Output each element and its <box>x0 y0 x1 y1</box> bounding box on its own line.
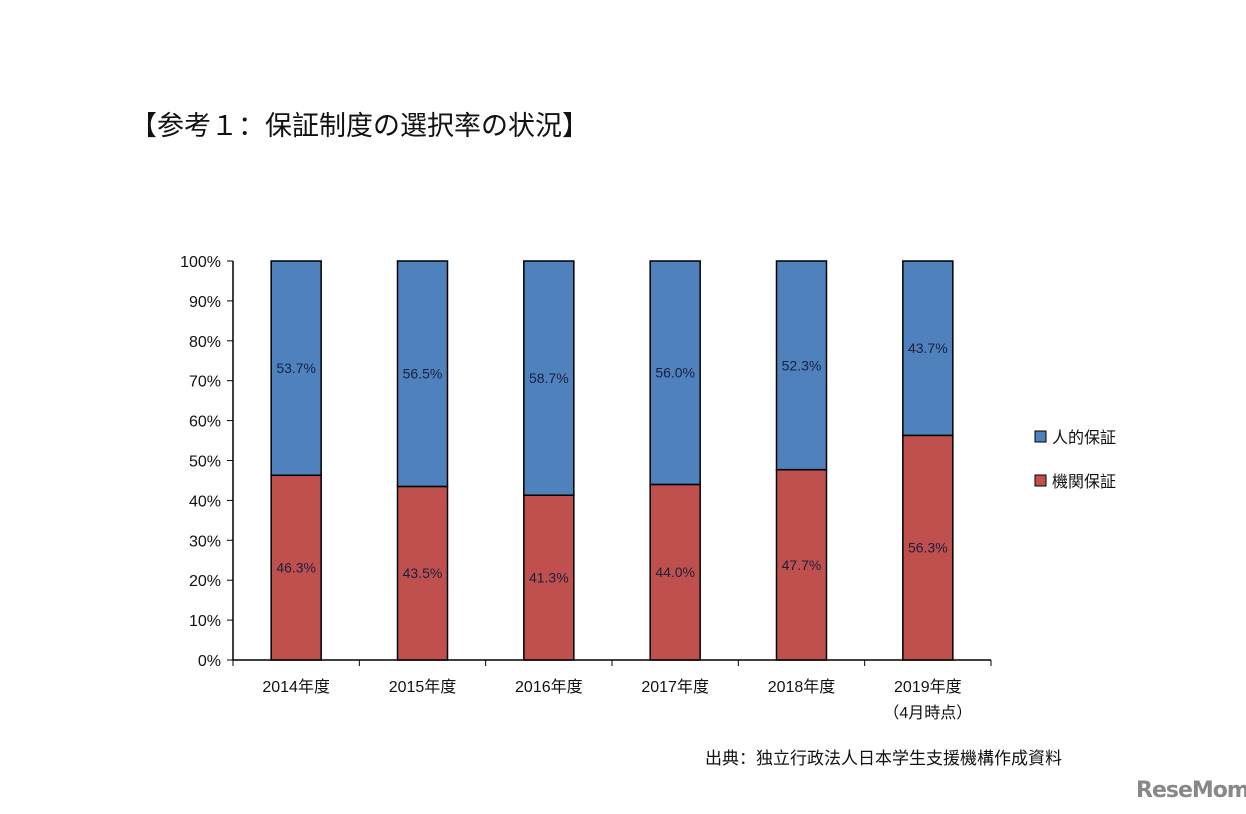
bar-segment <box>523 260 575 496</box>
bar-segment <box>270 260 322 477</box>
data-label: 44.0% <box>655 564 695 580</box>
data-label: 58.7% <box>529 370 569 386</box>
bar-segment <box>396 260 449 488</box>
bar-segment <box>270 474 322 661</box>
data-label: 46.3% <box>276 560 316 576</box>
x-tick-label: 2016年度 <box>515 678 583 696</box>
y-tick-label: 50% <box>189 454 221 471</box>
legend-label: 人的保証 <box>1052 429 1116 447</box>
data-label: 56.0% <box>655 365 695 381</box>
source-note: 出典：独立行政法人日本学生支援機構作成資料 <box>705 749 1062 769</box>
x-tick-label: 2018年度 <box>768 678 836 696</box>
data-label: 47.7% <box>782 557 822 573</box>
x-tick-sublabel: （4月時点） <box>883 704 972 722</box>
y-tick-label: 100% <box>180 254 221 271</box>
data-label: 41.3% <box>529 570 569 586</box>
page-title: 【参考１：保証制度の選択率の状況】 <box>130 111 589 142</box>
y-tick-label: 20% <box>189 573 221 590</box>
x-tick-label: 2015年度 <box>389 678 457 696</box>
data-label: 43.7% <box>908 340 948 356</box>
y-tick-label: 70% <box>189 374 221 391</box>
bar-segment <box>902 260 954 437</box>
bar-segment <box>523 494 575 661</box>
data-label: 53.7% <box>276 360 316 376</box>
y-tick-label: 80% <box>189 334 221 351</box>
y-tick-label: 40% <box>189 493 221 510</box>
x-tick-label: 2017年度 <box>641 678 709 696</box>
bar-segment <box>775 260 828 471</box>
x-tick-label: 2019年度 <box>894 678 962 696</box>
legend-swatch <box>1034 430 1047 443</box>
bar-segment <box>649 483 701 661</box>
data-label: 43.5% <box>403 565 443 581</box>
y-tick-label: 30% <box>189 533 221 550</box>
data-label: 56.5% <box>403 366 443 382</box>
data-label: 52.3% <box>782 357 822 373</box>
legend-label: 機関保証 <box>1052 473 1116 491</box>
bar-segment <box>775 468 828 661</box>
resemom-logo: ReseMom <box>1136 778 1246 803</box>
bar-segment <box>396 485 449 661</box>
bar-segment <box>649 260 701 486</box>
x-tick-label: 2014年度 <box>262 678 330 696</box>
y-tick-label: 60% <box>189 414 221 431</box>
y-tick-label: 0% <box>198 653 221 670</box>
legend-swatch <box>1034 474 1047 487</box>
data-label: 56.3% <box>908 540 948 556</box>
y-tick-label: 90% <box>189 294 221 311</box>
y-tick-label: 10% <box>189 613 221 630</box>
